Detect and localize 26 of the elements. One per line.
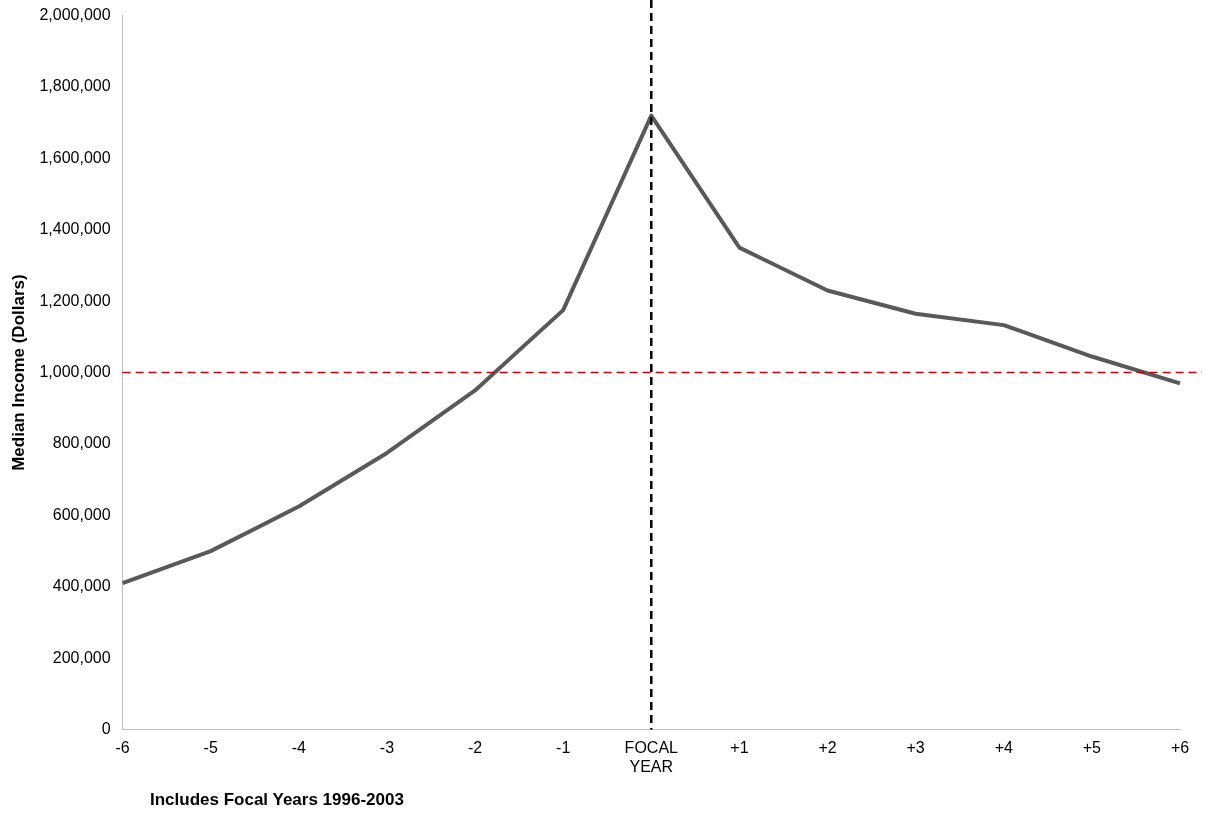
y-tick-label: 600,000 bbox=[52, 505, 111, 523]
y-tick-label: 2,000,000 bbox=[39, 6, 111, 24]
x-tick-label: +2 bbox=[818, 738, 837, 756]
x-tick-label: +1 bbox=[730, 738, 749, 756]
x-tick-label: -3 bbox=[379, 738, 395, 756]
x-tick-label: +6 bbox=[1170, 738, 1190, 756]
y-tick-label: 1,200,000 bbox=[39, 291, 111, 309]
y-tick-label: 400,000 bbox=[52, 577, 111, 595]
x-tick-label: -6 bbox=[115, 738, 130, 756]
x-tick-label: -5 bbox=[203, 738, 218, 756]
y-tick-label: 0 bbox=[101, 720, 111, 738]
y-tick-label: 200,000 bbox=[52, 648, 111, 666]
text: Includes Focal Years 1996-2003 bbox=[150, 790, 404, 810]
y-tick-label: 1,000,000 bbox=[39, 363, 111, 381]
y-tick-label: 1,800,000 bbox=[39, 77, 111, 95]
x-tick-label: +3 bbox=[906, 738, 925, 756]
x-tick-label: -1 bbox=[556, 738, 571, 756]
y-tick-label: 800,000 bbox=[52, 434, 111, 452]
x-tick-label: +4 bbox=[994, 738, 1013, 756]
y-axis-title: Median Income (Dollars) bbox=[8, 274, 28, 471]
x-tick-label: FOCAL YEAR bbox=[624, 738, 679, 775]
x-tick-label: -4 bbox=[291, 738, 307, 756]
y-tick-label: 1,600,000 bbox=[39, 148, 111, 166]
x-tick-label: -2 bbox=[467, 738, 483, 756]
x-tick-label: +5 bbox=[1082, 738, 1102, 756]
y-tick-label: 1,400,000 bbox=[39, 220, 111, 238]
